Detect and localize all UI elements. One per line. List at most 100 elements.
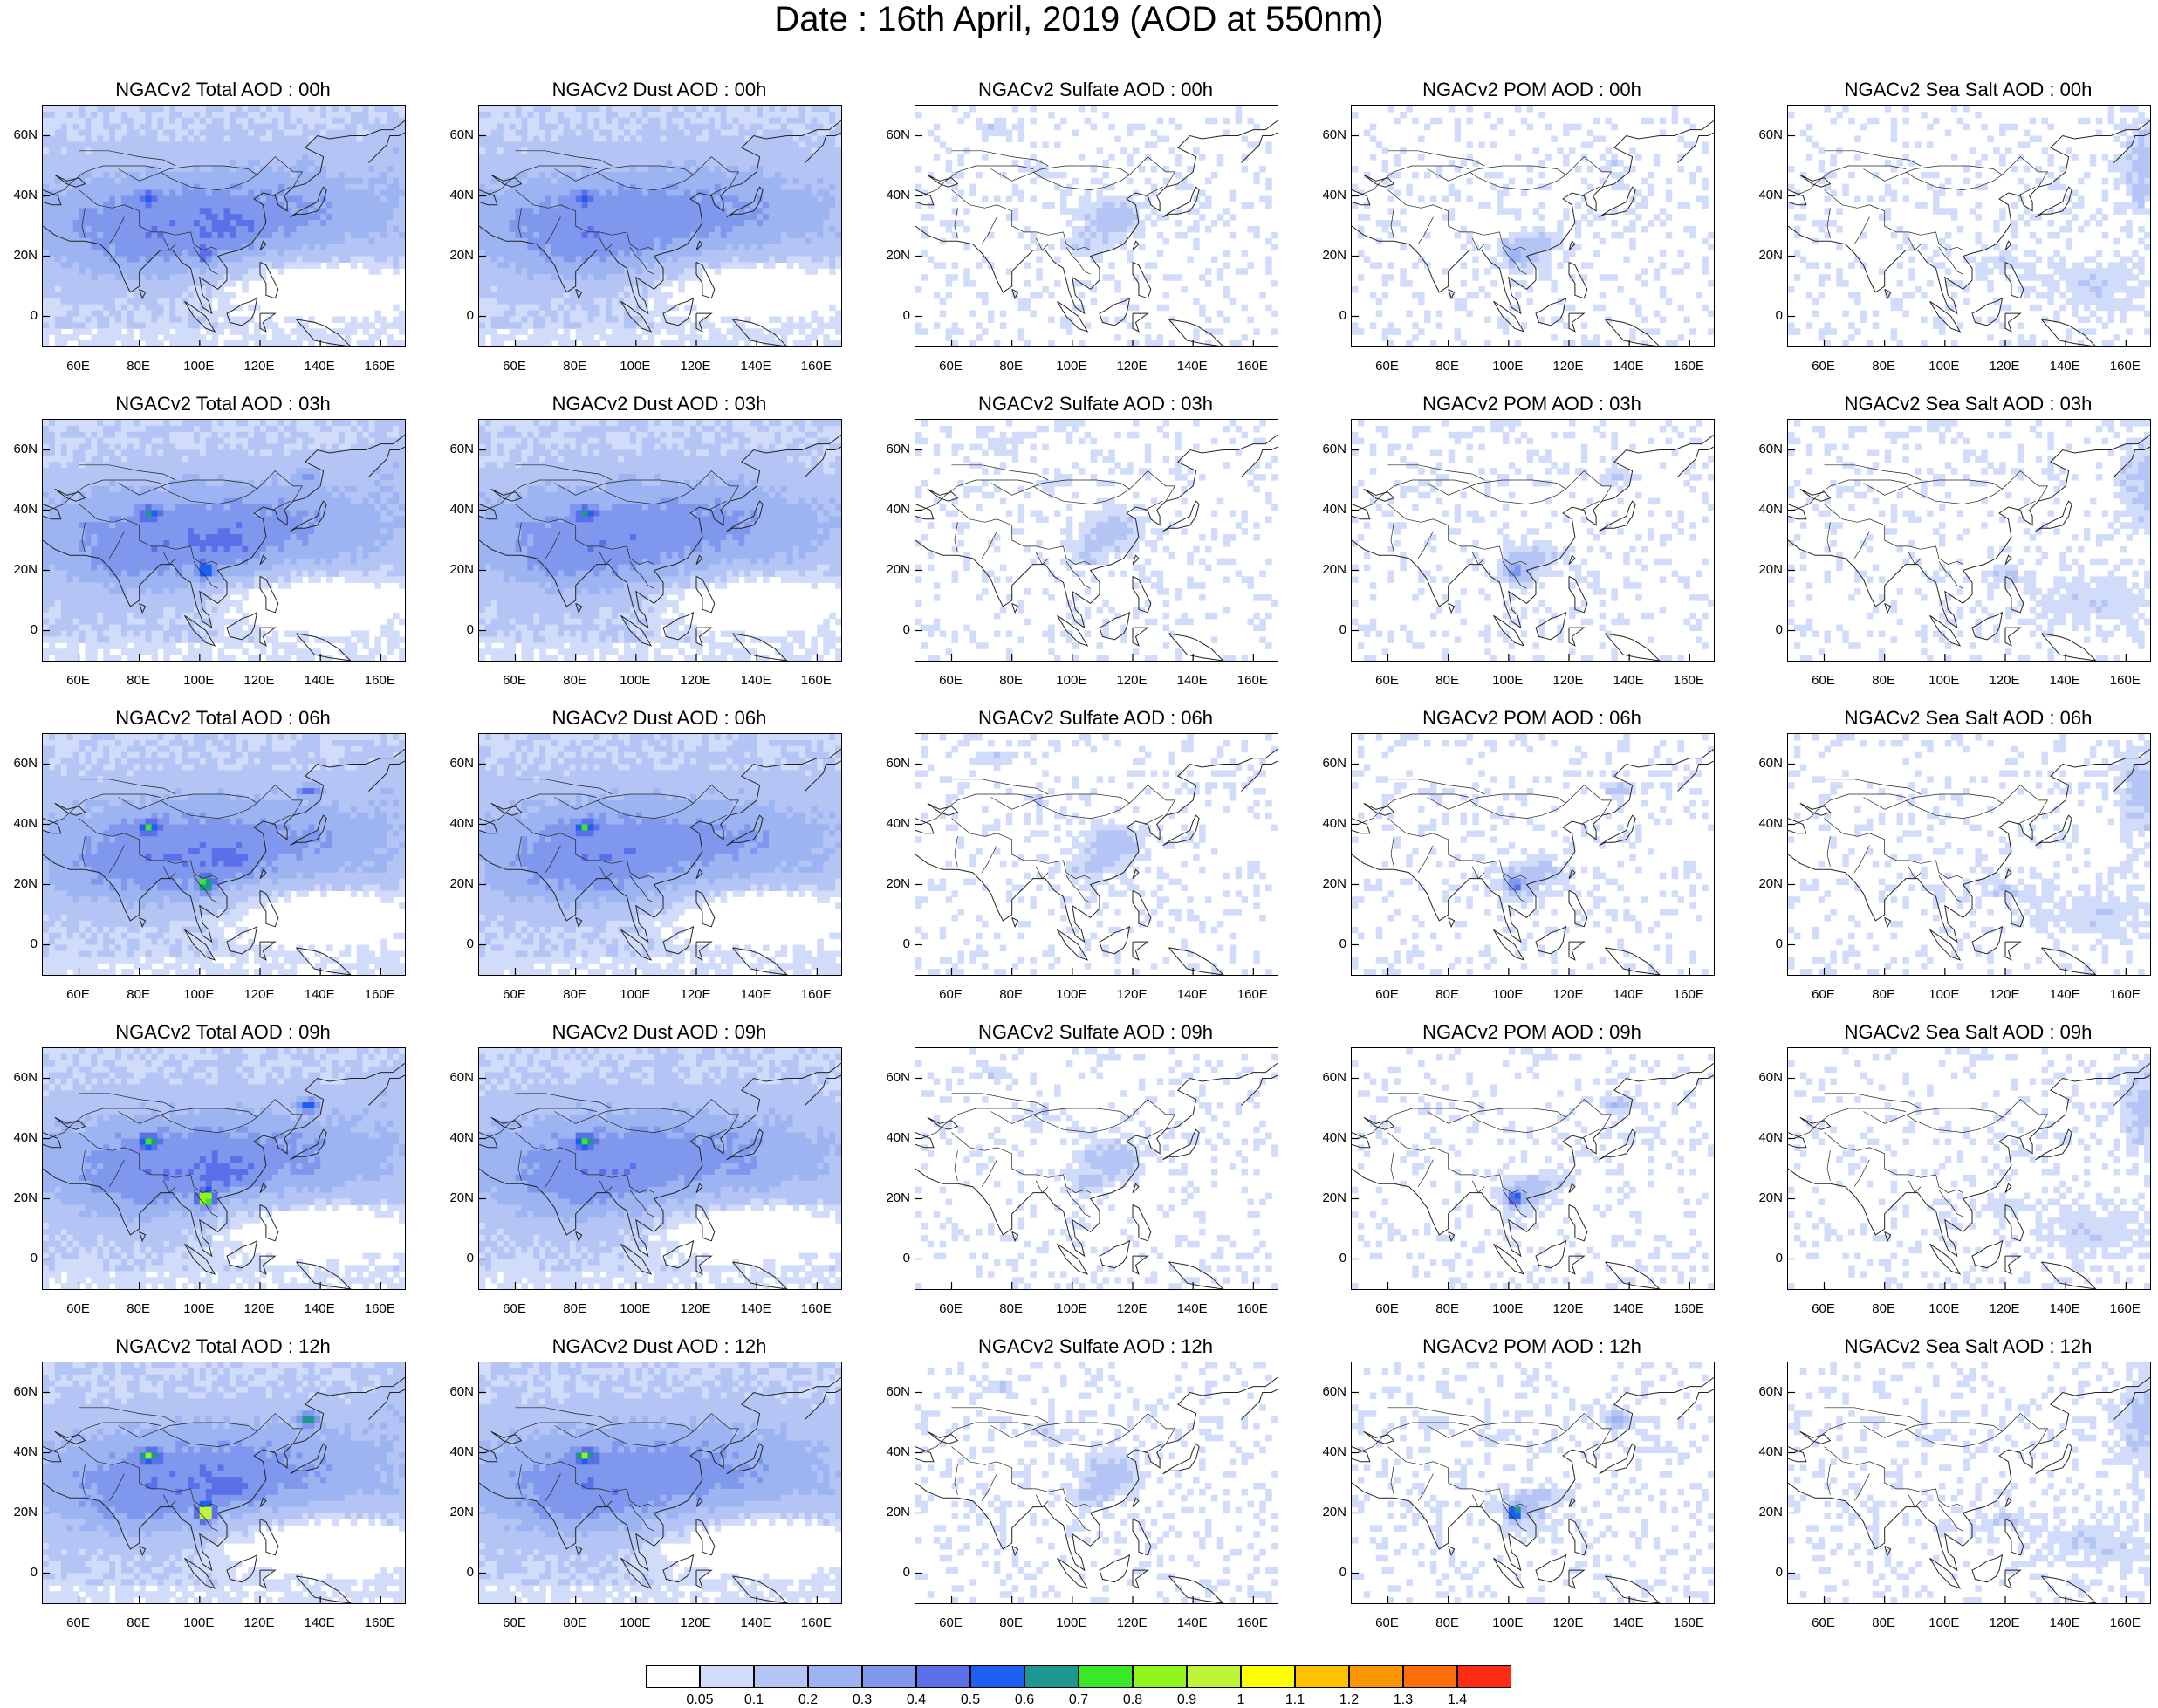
aod-cell <box>103 256 110 263</box>
aod-cell <box>509 304 517 312</box>
aod-cell <box>484 160 492 167</box>
aod-cell <box>490 244 498 251</box>
aod-cell <box>314 231 321 239</box>
aod-cell <box>157 256 164 263</box>
aod-cell <box>811 195 818 202</box>
country-border <box>48 165 161 196</box>
aod-cell <box>660 316 667 323</box>
aod-cell <box>54 298 62 305</box>
aod-cell <box>678 183 685 191</box>
aod-cell <box>835 316 841 323</box>
aod-cell <box>151 160 158 167</box>
aod-cell <box>557 171 565 179</box>
aod-cell <box>521 123 528 131</box>
aod-cell <box>993 195 1001 202</box>
aod-cell <box>1102 220 1109 227</box>
aod-cell <box>368 177 375 185</box>
aod-cell <box>575 280 583 287</box>
aod-cell <box>696 141 703 148</box>
aod-cell <box>599 154 606 161</box>
aod-cell <box>569 268 577 275</box>
aod-cell <box>951 274 958 281</box>
aod-cell <box>320 141 327 148</box>
aod-cell <box>1138 226 1146 233</box>
aod-cell <box>484 256 492 263</box>
aod-cell <box>684 111 691 119</box>
aod-cell <box>72 147 80 154</box>
aod-cell <box>563 256 571 263</box>
aod-cell <box>829 226 836 233</box>
aod-cell <box>248 250 255 257</box>
aod-cell <box>726 189 734 197</box>
aod-cell <box>593 256 600 263</box>
aod-cell <box>79 183 86 191</box>
aod-cell <box>43 111 50 119</box>
aod-cell <box>539 202 546 209</box>
aod-cell <box>647 154 655 161</box>
aod-cell <box>163 166 170 173</box>
aod-cell <box>109 292 116 299</box>
aod-cell <box>399 111 405 119</box>
aod-cell <box>175 322 182 329</box>
aod-cell <box>581 340 589 346</box>
aod-cell <box>169 322 176 329</box>
aod-cell <box>182 160 188 167</box>
aod-cell <box>647 189 655 197</box>
aod-cell <box>139 129 147 137</box>
aod-cell <box>271 166 279 173</box>
aod-cell <box>509 280 517 287</box>
aod-cell <box>133 292 140 299</box>
aod-cell <box>587 214 594 221</box>
aod-cell <box>563 111 571 119</box>
aod-cell <box>109 129 116 137</box>
aod-cell <box>332 256 339 263</box>
aod-cell <box>612 189 619 197</box>
aod-cell <box>624 334 631 341</box>
aod-cell <box>509 322 517 329</box>
aod-cell <box>587 135 594 142</box>
aod-cell <box>792 189 800 197</box>
aod-cell <box>647 244 655 251</box>
aod-cell <box>85 316 92 323</box>
aod-cell <box>205 135 213 142</box>
aod-cell <box>115 286 122 293</box>
aod-cell <box>350 141 358 148</box>
aod-cell <box>387 237 394 245</box>
aod-cell <box>763 111 770 119</box>
aod-cell <box>527 262 534 269</box>
aod-cell <box>823 129 830 137</box>
aod-cell <box>527 171 534 179</box>
aod-cell <box>368 183 375 191</box>
aod-cell <box>1369 123 1377 131</box>
aod-cell <box>835 256 841 263</box>
aod-cell <box>811 171 818 179</box>
aod-cell <box>115 220 122 227</box>
aod-cell <box>284 117 291 125</box>
aod-cell <box>539 214 546 221</box>
aod-cell <box>1259 292 1266 299</box>
aod-cell <box>265 166 273 173</box>
aod-cell <box>109 237 116 245</box>
aod-cell <box>296 117 303 125</box>
aod-cell <box>43 226 50 233</box>
aod-cell <box>672 129 679 137</box>
aod-cell <box>66 280 74 287</box>
aod-cell <box>805 220 812 227</box>
aod-cell <box>302 183 309 191</box>
aod-cell <box>387 244 394 251</box>
aod-cell <box>399 160 405 167</box>
aod-cell <box>629 226 637 233</box>
coastline <box>695 261 716 299</box>
aod-cell <box>1223 316 1230 323</box>
aod-cell <box>551 226 558 233</box>
aod-cell <box>769 171 776 179</box>
aod-cell <box>127 154 134 161</box>
aod-cell <box>539 106 546 113</box>
aod-cell <box>738 231 745 239</box>
aod-cell <box>54 231 62 239</box>
aod-cell <box>774 250 782 257</box>
aod-cell <box>350 316 358 323</box>
aod-cell <box>587 298 594 305</box>
aod-cell <box>763 244 770 251</box>
aod-cell <box>714 195 722 202</box>
